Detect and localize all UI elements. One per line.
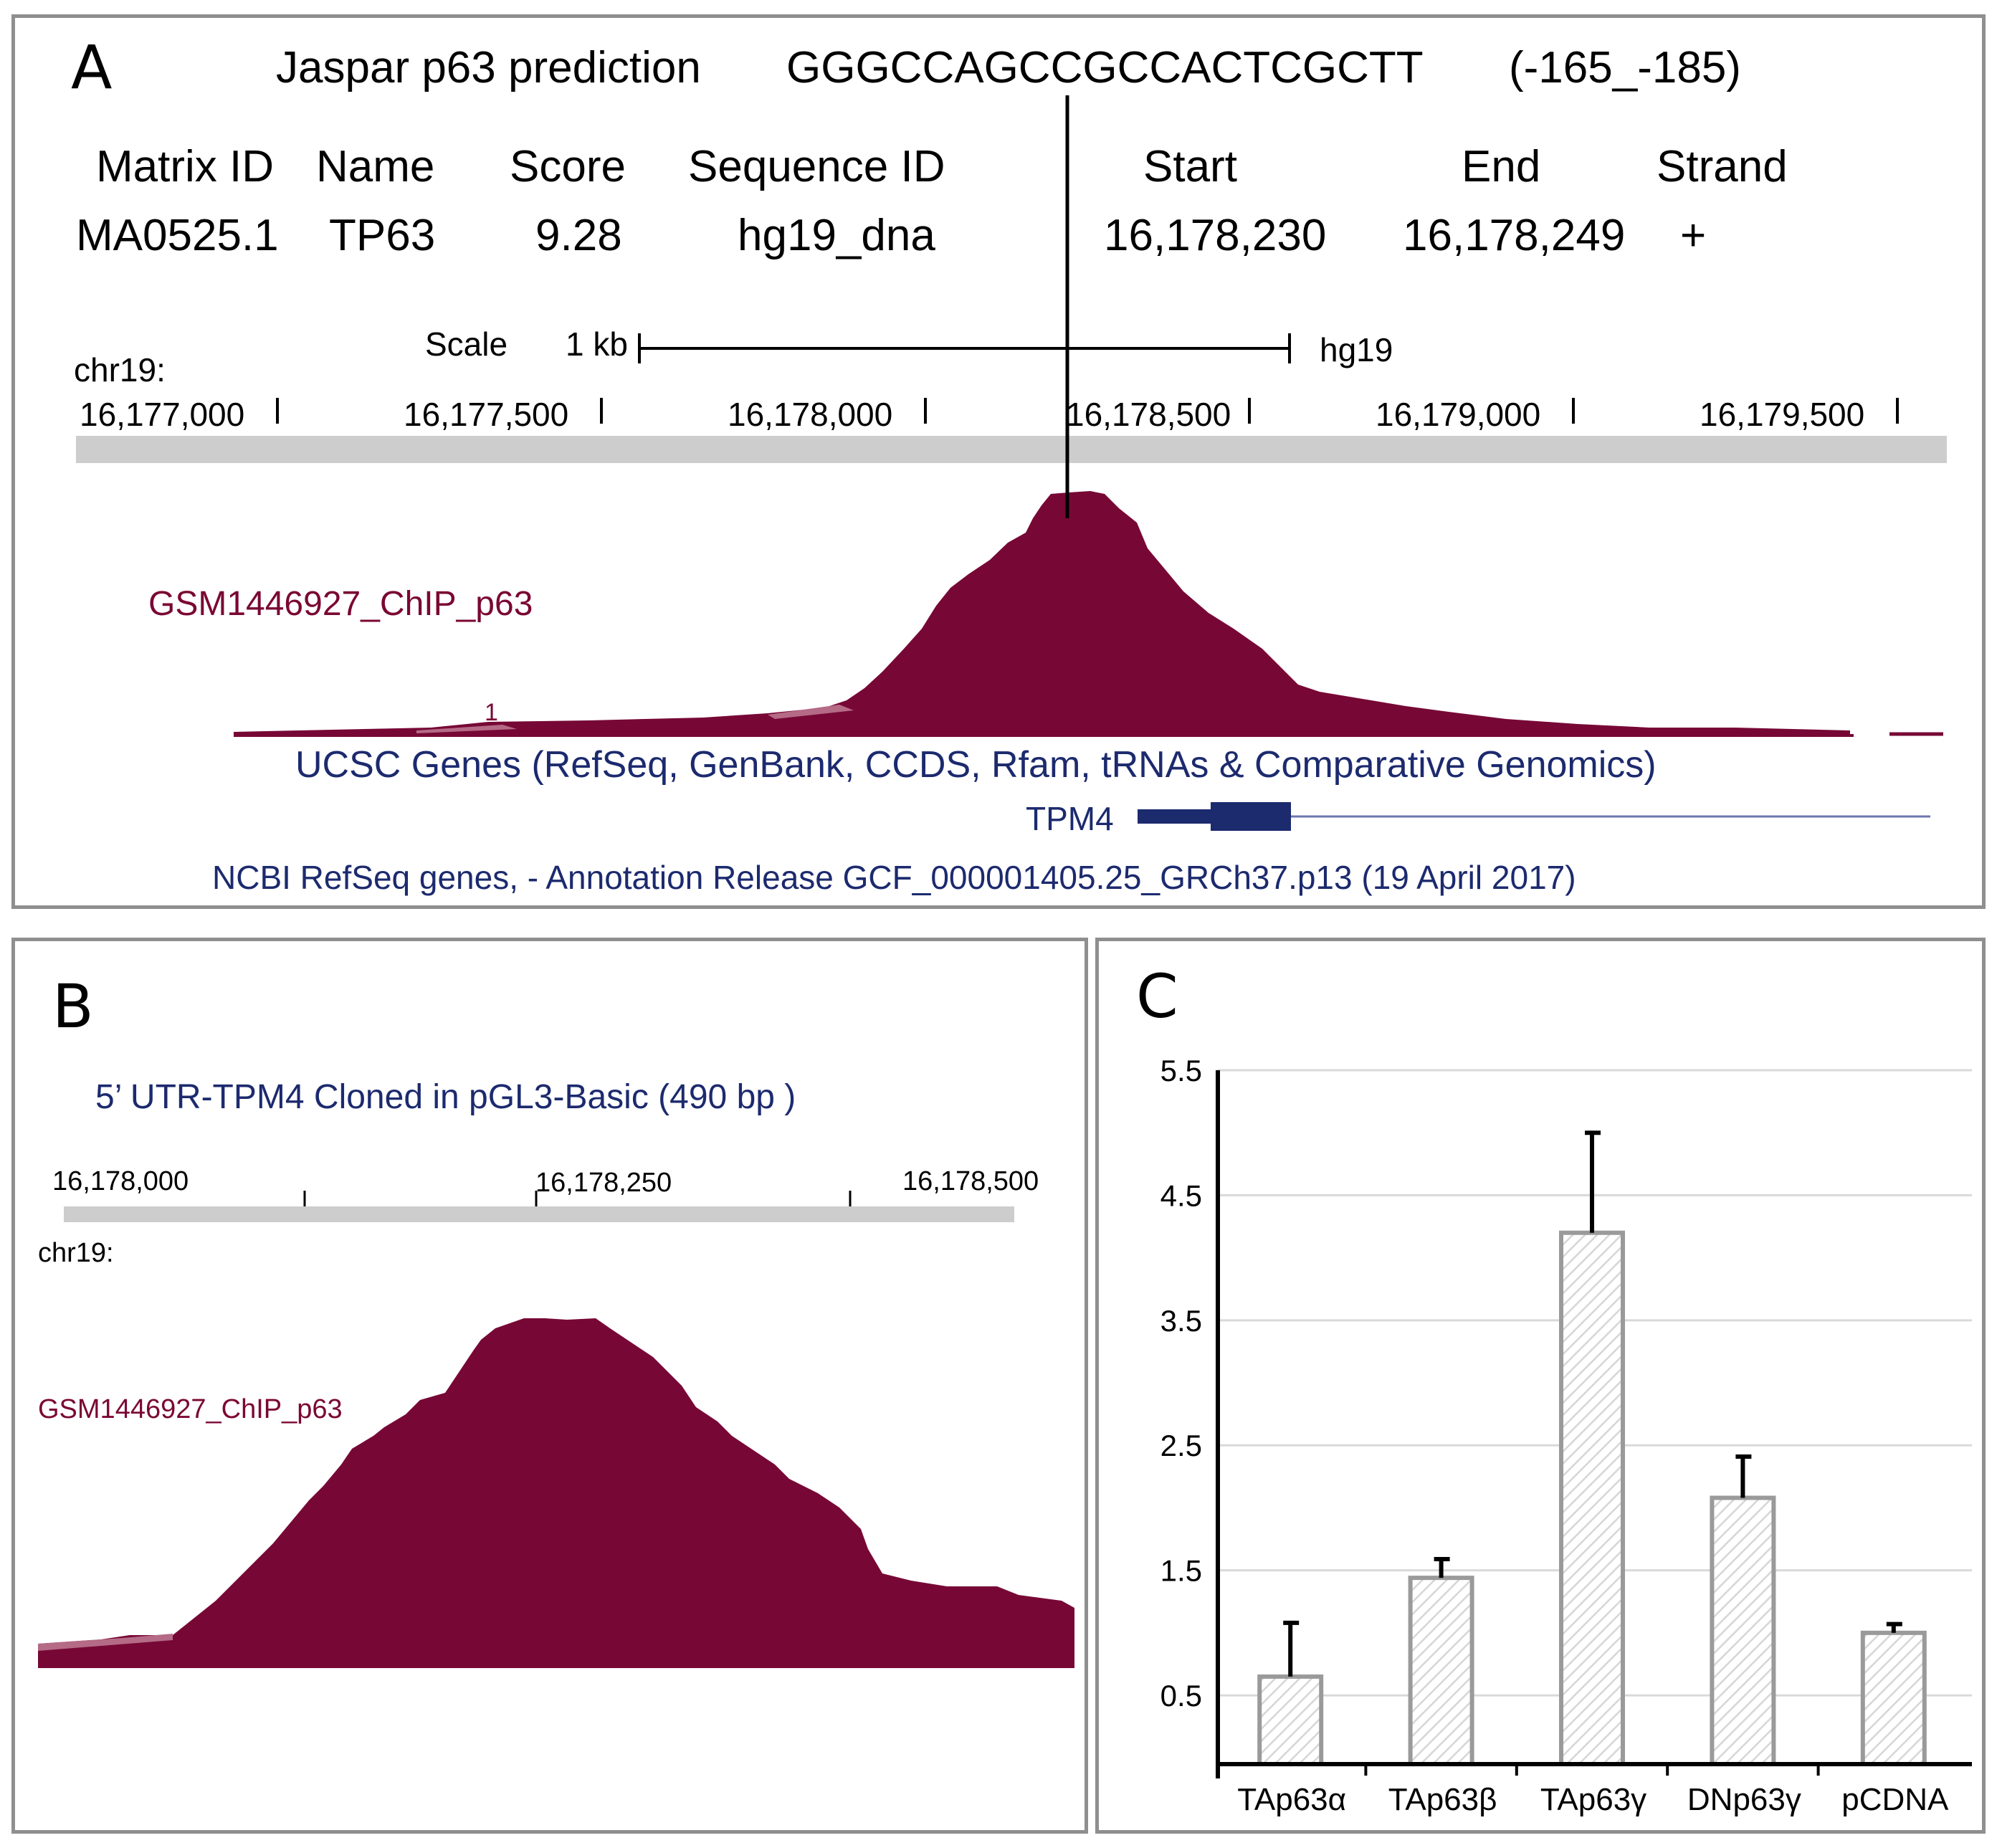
bar [1860,1630,1927,1766]
y-tick-label: 2.5 [1160,1429,1202,1462]
gene-exon-block [1211,802,1291,831]
prediction-title: Jaspar p63 prediction [276,43,701,92]
gene-utr-block [1138,809,1216,824]
x-tick-label: pCDNA [1841,1782,1949,1817]
bar [1559,1230,1625,1767]
chromosome-ruler-bar [64,1206,1014,1222]
col-matrix-id: Matrix ID [96,142,274,191]
bar [1710,1495,1776,1767]
x-tick-label: DNp63γ [1687,1782,1801,1817]
cell-score: 9.28 [535,211,622,260]
refseq-track-title: NCBI RefSeq genes, - Annotation Release … [212,859,1576,896]
panel-b: B 5’ UTR-TPM4 Cloned in pGL3-Basic (490 … [11,938,1088,1834]
prediction-range: (-165_-185) [1509,43,1741,92]
coord-label: 16,177,000 [80,396,245,433]
panel-label-c: C [1136,961,1178,1032]
scale-label: Scale [425,325,508,363]
y-tick-label: 4.5 [1160,1178,1202,1212]
coord-label: 16,177,500 [404,396,569,433]
panel-label-b: B [52,971,94,1042]
x-tick-label: TAp63β [1388,1782,1497,1817]
coord-label: 16,178,500 [902,1166,1039,1196]
y-tick-label: 5.5 [1160,1054,1202,1087]
chip-track-tick: 1 [485,699,498,726]
col-strand: Strand [1657,142,1788,191]
cell-sequence-id: hg19_dna [738,211,935,260]
clone-title: 5’ UTR-TPM4 Cloned in pGL3-Basic (490 bp… [95,1078,796,1116]
chrom-label: chr19: [74,351,166,389]
y-tick-label: 1.5 [1160,1554,1202,1588]
y-tick-label: 0.5 [1160,1679,1202,1713]
col-end: End [1462,142,1541,191]
col-score: Score [510,142,626,191]
panel-b-graphics [38,1191,1074,1668]
chip-signal-area [38,1318,1074,1668]
prediction-sequence: GGGCCAGCCGCCACTCGCTT [786,43,1424,92]
chip-signal-light [768,705,854,719]
chip-signal-area [234,491,1850,736]
gene-label-tpm4: TPM4 [1026,800,1114,837]
bar [1408,1576,1474,1766]
bar-chart: 0.5 1.5 2.5 3.5 4.5 5.5 TAp63α TAp63β TAp63γ DNp6… [1160,1054,1972,1817]
panel-a: A Jaspar p63 prediction GGGCCAGCCGCCACTC… [11,14,1986,909]
col-start: Start [1143,142,1237,191]
chip-signal-light [416,725,517,733]
cell-end: 16,178,249 [1403,211,1626,260]
chip-track-label: GSM1446927_ChIP_p63 [148,585,533,623]
y-tick-label: 3.5 [1160,1304,1202,1338]
assembly-label: hg19 [1320,331,1393,368]
cell-matrix-id: MA0525.1 [76,211,279,260]
chrom-label: chr19: [38,1238,114,1268]
coord-label: 16,178,250 [535,1168,672,1198]
x-tick-label: TAp63γ [1540,1782,1646,1817]
bar [1257,1674,1324,1766]
panel-label-a: A [71,32,113,103]
coord-label: 16,178,500 [1066,396,1231,433]
cell-strand: + [1680,211,1707,260]
coord-label: 16,178,000 [728,396,893,433]
chip-signal-light [38,1634,173,1651]
genes-track-title: UCSC Genes (RefSeq, GenBank, CCDS, Rfam,… [295,744,1657,786]
cell-name: TP63 [329,211,436,260]
coord-label: 16,178,000 [52,1166,189,1196]
panel-c: 0.5 1.5 2.5 3.5 4.5 5.5 TAp63α TAp63β TAp63γ DNp6… [1095,938,1986,1834]
cell-start: 16,178,230 [1104,211,1327,260]
chip-track-label: GSM1446927_ChIP_p63 [38,1394,343,1424]
x-tick-label: TAp63α [1237,1782,1346,1817]
panel-a-graphics [76,95,1947,831]
coord-label: 16,179,000 [1376,396,1541,433]
col-sequence-id: Sequence ID [688,142,945,191]
col-name: Name [316,142,435,191]
scale-value: 1 kb [566,325,628,363]
chromosome-ruler-bar [76,436,1947,463]
coord-label: 16,179,500 [1700,396,1865,433]
